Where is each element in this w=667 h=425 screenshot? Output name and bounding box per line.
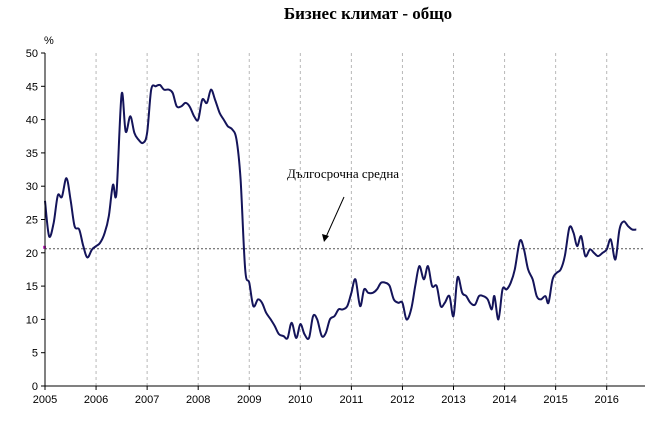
y-tick-label: 40 [26,115,38,127]
gridlines [95,53,608,386]
y-tick-label: 35 [26,148,38,160]
y-tick-label: 50 [26,48,38,60]
annotation-arrow [325,196,345,238]
x-tick-label: 2010 [288,394,312,406]
x-tick-label: 2016 [594,394,618,406]
y-tick-label: 10 [26,314,38,326]
x-tick-labels: 2005 2006 2007 2008 2009 2010 2011 2012 2013 2014… [33,394,619,406]
y-tick-label: 30 [26,181,38,193]
x-tick-label: 2005 [33,394,57,406]
x-tick-label: 2007 [135,394,159,406]
y-axis-label: % [44,35,54,47]
x-tick-label: 2014 [492,394,516,406]
y-tick-label: 5 [32,348,38,360]
x-tick-label: 2011 [340,394,364,406]
annotation-arrowhead [322,234,329,242]
y-tick-label: 25 [26,215,38,227]
series-line-group [44,83,637,340]
x-tick-label: 2006 [84,394,108,406]
y-tick-label: 0 [32,381,38,393]
annotation: Дългосрочна средна [287,166,399,242]
y-tick-label: 45 [26,81,38,93]
chart-title: Бизнес климат - общо [284,4,452,23]
x-tick-label: 2008 [186,394,210,406]
series-line-0 [44,83,637,340]
y-tick-label: 15 [26,281,38,293]
x-tick-label: 2013 [441,394,465,406]
x-tick-label: 2015 [543,394,567,406]
x-tick-label: 2012 [390,394,414,406]
y-tick-labels: 0 5 10 15 20 25 30 35 40 45 50 [26,48,38,393]
annotation-label: Дългосрочна средна [287,166,399,181]
y-tick-label: 20 [26,248,38,260]
long-term-average-line [43,245,645,250]
axes [41,52,645,390]
x-tick-label: 2009 [237,394,261,406]
